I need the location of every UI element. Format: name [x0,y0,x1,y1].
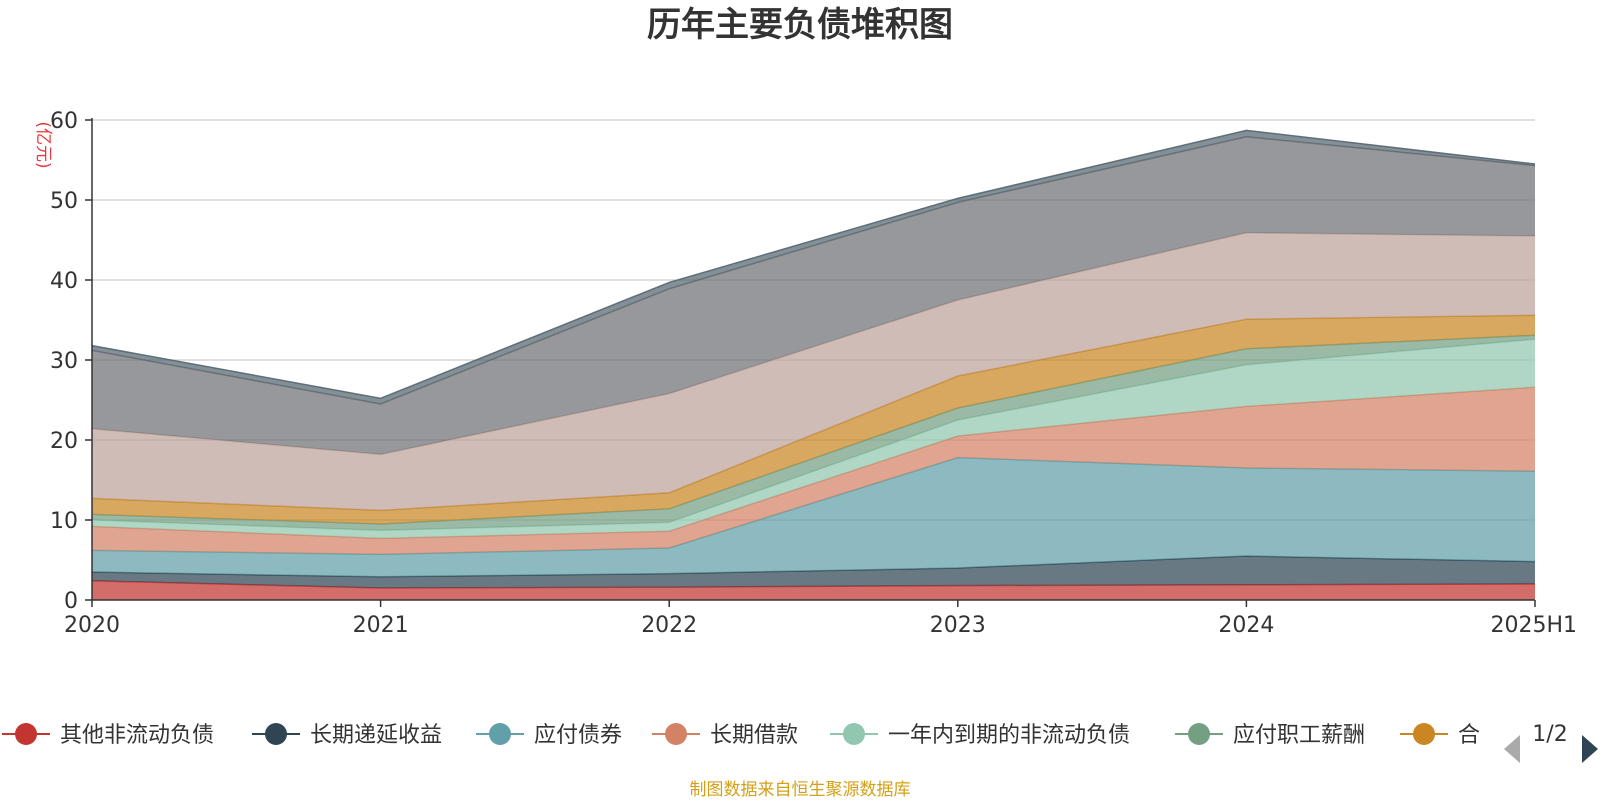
series-area [92,457,1535,577]
x-tick-label: 2022 [641,613,697,638]
y-tick-label: 20 [50,429,78,454]
legend-circle-icon [265,723,287,745]
legend-circle-icon [15,723,37,745]
y-axis-unit-label: (亿元) [33,121,53,168]
series-area [92,232,1535,511]
legend-item[interactable]: 应付职工薪酬 [1175,723,1365,748]
series-area [92,130,1535,404]
x-tick-label: 2025H1 [1490,613,1577,638]
legend-circle-icon [665,723,687,745]
legend-item[interactable]: 其他非流动负债 [2,723,214,748]
series-area [92,387,1535,555]
x-tick-label: 2020 [64,613,120,638]
legend-label: 应付职工薪酬 [1233,723,1365,748]
legend-next-page-icon[interactable] [1582,735,1598,763]
series-areas [91,129,1536,600]
series-area [92,339,1535,539]
legend-pager: 1/2 [1504,722,1598,763]
series-area [92,136,1535,455]
legend-item[interactable]: 合 [1400,723,1480,748]
legend-prev-page-icon[interactable] [1504,735,1520,763]
legend-item[interactable]: 长期借款 [652,723,798,748]
legend: 其他非流动负债 长期递延收益 应付债券 长期借款 一年内到期的非流动负债 应付职工薪酬 合 [2,723,1480,748]
y-tick-label: 50 [50,189,78,214]
x-tick-labels: 2020 2021 2022 2023 2024 2025H1 [64,613,1577,638]
legend-circle-icon [843,723,865,745]
legend-item[interactable]: 长期递延收益 [252,723,442,748]
data-source-note: 制图数据来自恒生聚源数据库 [690,780,911,800]
legend-circle-icon [1188,723,1210,745]
legend-label: 长期递延收益 [310,723,442,748]
legend-circle-icon [1413,723,1435,745]
x-tick-label: 2024 [1218,613,1274,638]
legend-label: 合 [1458,723,1480,748]
y-tick-label: 0 [64,589,78,614]
legend-label: 其他非流动负债 [60,723,214,748]
y-tick-label: 10 [50,509,78,534]
series-line [91,136,1536,405]
y-tick-label: 60 [50,109,78,134]
x-tick-label: 2023 [930,613,986,638]
legend-label: 应付债券 [534,723,622,748]
legend-item[interactable]: 应付债券 [476,723,622,748]
legend-circle-icon [489,723,511,745]
legend-page-indicator: 1/2 [1532,722,1567,747]
legend-label: 一年内到期的非流动负债 [888,723,1130,748]
series-line [91,129,1536,400]
axes [85,118,1536,607]
series-area [92,315,1535,524]
legend-label: 长期借款 [710,723,798,748]
series-area [92,556,1535,588]
chart-title: 历年主要负债堆积图 [647,5,953,45]
legend-item[interactable]: 一年内到期的非流动负债 [830,723,1130,748]
y-tick-label: 30 [50,349,78,374]
y-tick-label: 40 [50,269,78,294]
y-tick-labels: 0 10 20 30 40 50 60 [50,109,78,614]
x-tick-label: 2021 [353,613,409,638]
